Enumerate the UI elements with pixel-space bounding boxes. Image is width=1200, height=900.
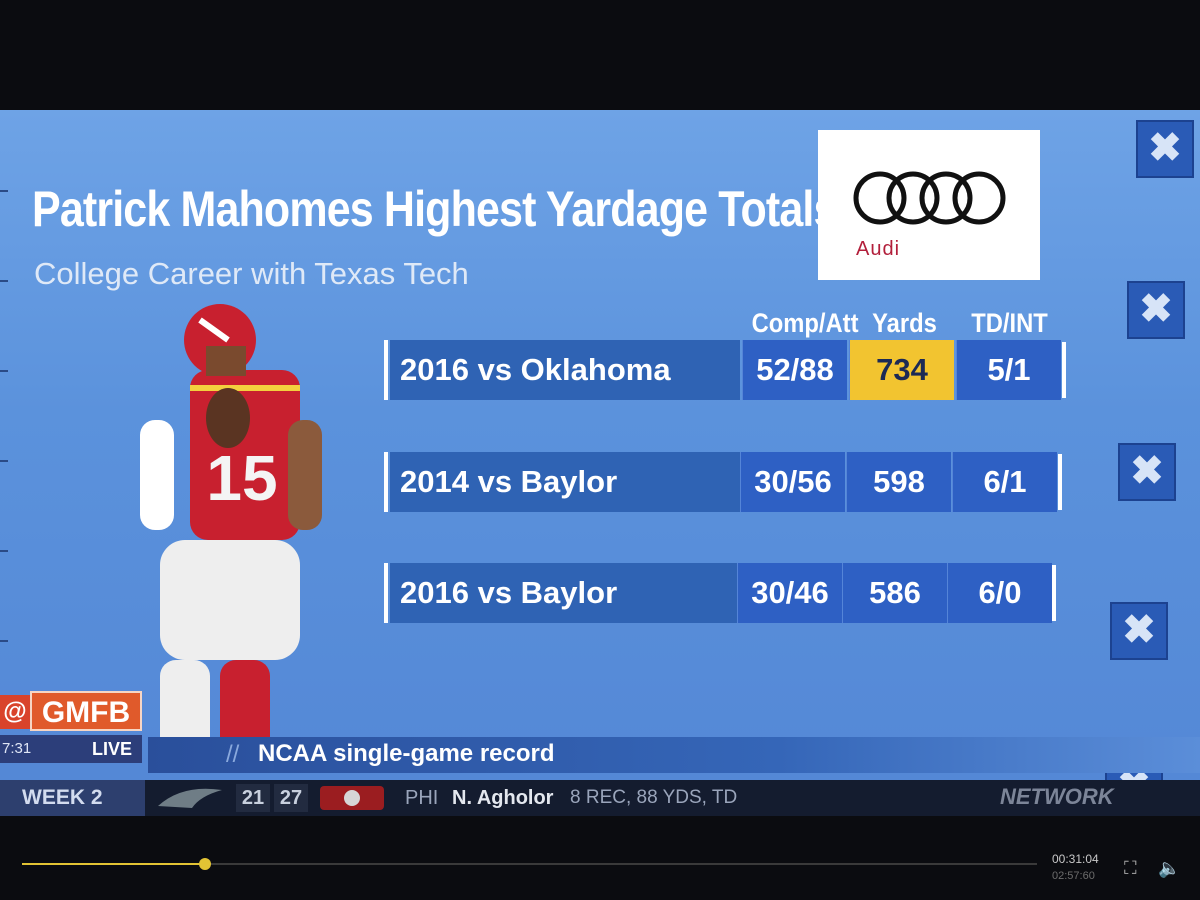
column-header-td-int: TD/INT <box>971 308 1048 338</box>
yards-value: 586 <box>842 563 947 623</box>
ticker-stat: 8 REC, 88 YDS, TD <box>570 787 738 808</box>
stat-row: 2016 vs Baylor 30/46 586 6/0 <box>384 563 1074 623</box>
nfl-network-logo: NETWORK <box>1000 784 1114 809</box>
close-icon: ✖ <box>1136 120 1194 178</box>
column-header-yards: Yards <box>872 308 937 338</box>
week-label: WEEK 2 <box>0 780 145 816</box>
ticker-player: N. Agholor <box>452 787 554 809</box>
comp-att-value: 52/88 <box>742 340 847 400</box>
seek-bar[interactable] <box>22 863 1037 865</box>
column-header-comp-att: Comp/Att <box>751 308 859 338</box>
volume-icon[interactable]: 🔈 <box>1158 858 1181 878</box>
close-icon: ✖ <box>1127 281 1185 339</box>
total-duration: 02:57:60 <box>1052 870 1095 882</box>
broadcast-graphic: Patrick Mahomes Highest Yardage Totals C… <box>0 110 1200 780</box>
td-int-value: 5/1 <box>956 340 1061 400</box>
record-note-bar: // NCAA single-game record <box>148 737 1200 773</box>
record-note: NCAA single-game record <box>258 740 555 767</box>
close-icon: ✖ <box>1118 443 1176 501</box>
stat-row: 2014 vs Baylor 30/56 598 6/1 <box>384 452 1074 512</box>
score-ticker: WEEK 2 21 27 PHI N. Agholor 8 REC, 88 YD… <box>0 780 1200 816</box>
comp-att-value: 30/56 <box>740 452 845 512</box>
yards-value: 598 <box>846 452 951 512</box>
seek-bar-fill <box>22 863 205 865</box>
video-controls: 00:31:04 02:57:60 ⛶ 🔈 <box>0 830 1200 900</box>
side-ticks <box>0 190 10 690</box>
graphic-subtitle: College Career with Texas Tech <box>34 256 469 291</box>
fullscreen-icon[interactable]: ⛶ <box>1124 858 1137 878</box>
sponsor-name: Audi <box>856 238 901 260</box>
jersey-number: 15 <box>206 442 277 514</box>
audi-rings-logo <box>853 171 1006 225</box>
show-logo: GMFB <box>30 691 142 731</box>
td-int-value: 6/1 <box>952 452 1057 512</box>
eagles-logo-icon <box>158 788 222 808</box>
show-bug: @ GMFB 7:31 LIVE <box>0 685 148 767</box>
seek-handle[interactable] <box>198 858 211 870</box>
buccaneers-logo-icon <box>320 786 384 810</box>
ticker-team: PHI <box>405 787 439 809</box>
player-photo: 15 <box>140 304 322 770</box>
game-label: 2016 vs Baylor <box>390 563 740 623</box>
away-score: 21 <box>236 784 270 812</box>
handle-symbol: @ <box>0 695 30 729</box>
yards-value: 734 <box>849 340 954 400</box>
close-icon: ✖ <box>1110 602 1168 660</box>
td-int-value: 6/0 <box>947 563 1052 623</box>
home-score: 27 <box>274 784 308 812</box>
game-clock: 7:31 LIVE <box>0 735 142 763</box>
live-badge: LIVE <box>91 739 132 759</box>
game-label: 2016 vs Oklahoma <box>390 340 740 400</box>
sponsor-panel: Audi <box>818 130 1040 280</box>
game-label: 2014 vs Baylor <box>390 452 740 512</box>
graphic-title: Patrick Mahomes Highest Yardage Totals <box>32 181 837 237</box>
elapsed-time: 00:31:04 <box>1052 852 1099 866</box>
comp-att-value: 30/46 <box>737 563 842 623</box>
stat-row: 2016 vs Oklahoma 52/88 734 5/1 <box>384 340 1074 400</box>
